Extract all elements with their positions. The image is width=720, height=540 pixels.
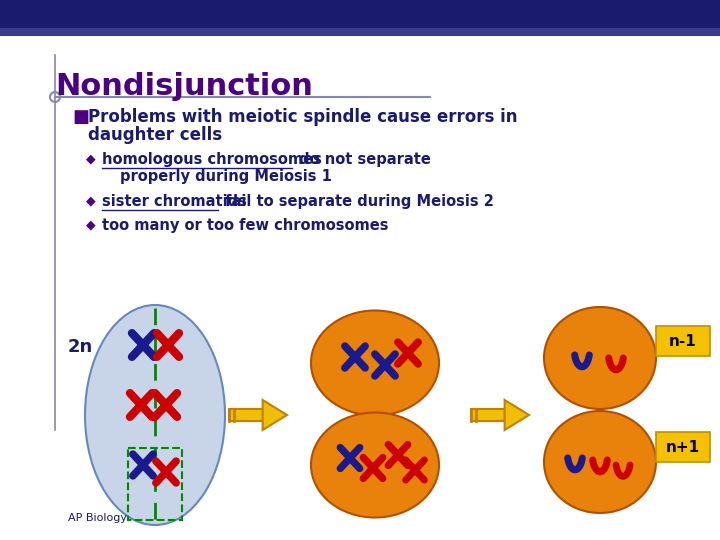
Text: AP Biology: AP Biology [68, 513, 127, 523]
Ellipse shape [311, 413, 439, 517]
Bar [0, 0, 720, 28]
Text: ◆: ◆ [86, 152, 96, 165]
Ellipse shape [311, 310, 439, 415]
Text: ■: ■ [72, 108, 89, 126]
Polygon shape [263, 400, 287, 430]
Text: properly during Meiosis 1: properly during Meiosis 1 [120, 169, 332, 184]
Text: n-1: n-1 [669, 334, 697, 348]
Ellipse shape [544, 307, 656, 409]
Text: sister chromatids: sister chromatids [102, 194, 247, 209]
FancyBboxPatch shape [656, 326, 710, 356]
FancyBboxPatch shape [656, 432, 710, 462]
Bar [229, 409, 263, 421]
Polygon shape [505, 400, 529, 430]
Bar [471, 409, 505, 421]
Text: homologous chromosomes: homologous chromosomes [102, 152, 322, 167]
Text: Problems with meiotic spindle cause errors in: Problems with meiotic spindle cause erro… [88, 108, 518, 126]
Text: do not separate: do not separate [294, 152, 431, 167]
Text: Nondisjunction: Nondisjunction [55, 72, 313, 101]
Text: fail to separate during Meiosis 2: fail to separate during Meiosis 2 [220, 194, 494, 209]
Text: ◆: ◆ [86, 218, 96, 231]
Bar [128, 448, 182, 520]
Ellipse shape [85, 305, 225, 525]
Bar [0, 28, 720, 36]
Text: too many or too few chromosomes: too many or too few chromosomes [102, 218, 389, 233]
Text: 2n: 2n [68, 338, 94, 356]
Text: ◆: ◆ [86, 194, 96, 207]
Ellipse shape [544, 411, 656, 513]
Text: n+1: n+1 [666, 440, 700, 455]
Text: daughter cells: daughter cells [88, 126, 222, 144]
